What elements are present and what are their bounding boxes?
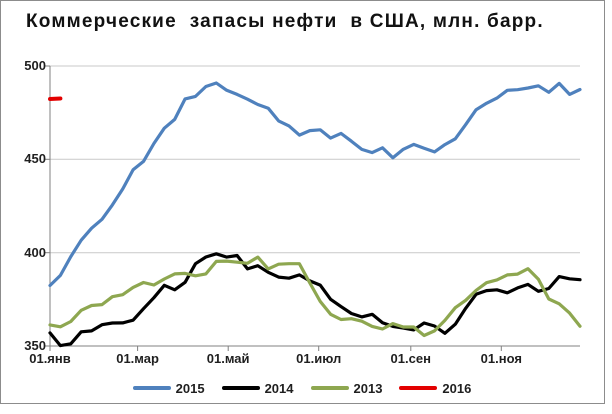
y-tick-label-500: 500 <box>24 58 46 73</box>
x-tick-label-01.июл: 01.июл <box>296 351 342 366</box>
legend-marker-2016 <box>399 386 438 390</box>
x-tick-label-01.сен: 01.сен <box>390 351 431 366</box>
legend: 2015 2014 2013 2016 <box>0 377 604 399</box>
x-tick-label-01.янв: 01.янв <box>29 351 71 366</box>
legend-label-2014: 2014 <box>264 380 294 396</box>
series-line-2014 <box>48 252 582 348</box>
y-tick-label-400: 400 <box>24 244 46 260</box>
chart-frame <box>0 0 605 404</box>
series-line-2013 <box>48 255 582 338</box>
legend-item-2015: 2015 <box>132 380 205 396</box>
chart-title: Коммерческие запасы нефти в США, млн. ба… <box>26 11 544 32</box>
legend-label-2013: 2013 <box>353 380 383 396</box>
legend-label-2016: 2016 <box>442 380 472 396</box>
legend-marker-2013 <box>310 386 349 390</box>
legend-item-2013: 2013 <box>310 380 383 396</box>
x-tick-label-01.ноя: 01.ноя <box>480 351 522 366</box>
x-tick-label-01.мар: 01.мар <box>116 351 159 366</box>
legend-item-2016: 2016 <box>399 381 471 396</box>
series-line-2016 <box>48 96 63 101</box>
y-tick-label-450: 450 <box>24 151 46 167</box>
legend-item-2014: 2014 <box>221 380 294 396</box>
y-tick-label-350: 350 <box>24 338 46 353</box>
legend-label-2015: 2015 <box>175 380 205 396</box>
series-line-2015 <box>48 81 582 288</box>
x-tick-label-01.май: 01.май <box>206 351 250 366</box>
legend-marker-2015 <box>132 386 171 390</box>
legend-marker-2014 <box>221 386 260 390</box>
